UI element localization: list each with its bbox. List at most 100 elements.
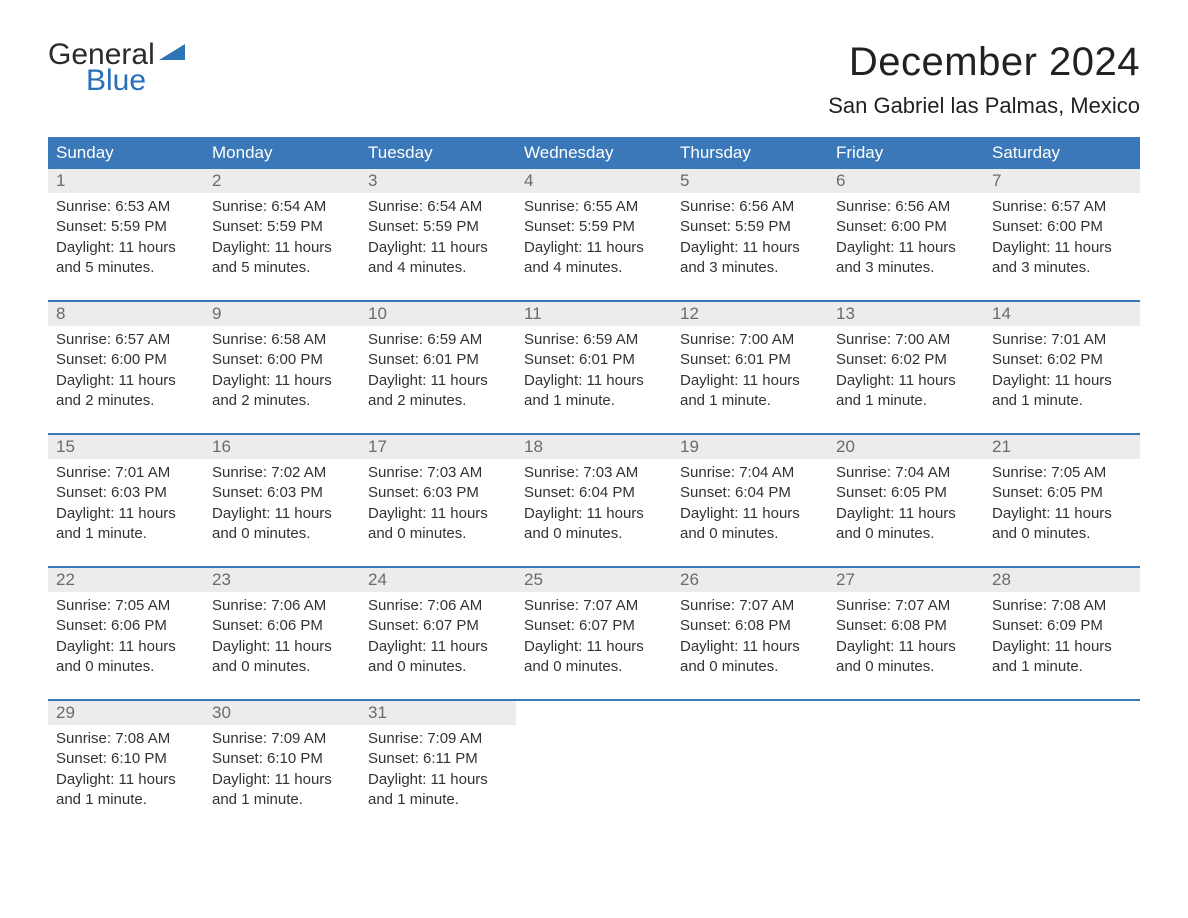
day-d2: and 0 minutes. (212, 524, 352, 544)
calendar-cell: 11Sunrise: 6:59 AMSunset: 6:01 PMDayligh… (516, 302, 672, 421)
day-d2: and 1 minute. (368, 790, 508, 810)
calendar-cell: 21Sunrise: 7:05 AMSunset: 6:05 PMDayligh… (984, 435, 1140, 554)
day-sunset: Sunset: 6:10 PM (212, 749, 352, 769)
day-sunrise: Sunrise: 6:54 AM (212, 197, 352, 217)
day-d2: and 0 minutes. (680, 524, 820, 544)
day-d1: Daylight: 11 hours (524, 238, 664, 258)
day-details: Sunrise: 6:59 AMSunset: 6:01 PMDaylight:… (360, 326, 516, 421)
day-number: 2 (204, 169, 360, 193)
day-sunrise: Sunrise: 6:54 AM (368, 197, 508, 217)
day-sunset: Sunset: 6:00 PM (836, 217, 976, 237)
day-d2: and 3 minutes. (992, 258, 1132, 278)
day-d2: and 1 minute. (680, 391, 820, 411)
day-sunrise: Sunrise: 7:07 AM (524, 596, 664, 616)
day-sunrise: Sunrise: 6:55 AM (524, 197, 664, 217)
day-number: 11 (516, 302, 672, 326)
day-d1: Daylight: 11 hours (836, 637, 976, 657)
day-sunset: Sunset: 6:02 PM (992, 350, 1132, 370)
calendar-cell: 15Sunrise: 7:01 AMSunset: 6:03 PMDayligh… (48, 435, 204, 554)
calendar-cell (672, 701, 828, 820)
day-d1: Daylight: 11 hours (680, 637, 820, 657)
day-d2: and 5 minutes. (56, 258, 196, 278)
day-number: 15 (48, 435, 204, 459)
day-sunrise: Sunrise: 7:02 AM (212, 463, 352, 483)
calendar-cell: 20Sunrise: 7:04 AMSunset: 6:05 PMDayligh… (828, 435, 984, 554)
day-d1: Daylight: 11 hours (56, 238, 196, 258)
day-d2: and 0 minutes. (368, 657, 508, 677)
day-details: Sunrise: 6:58 AMSunset: 6:00 PMDaylight:… (204, 326, 360, 421)
day-number: 17 (360, 435, 516, 459)
day-d2: and 1 minute. (992, 657, 1132, 677)
day-number: 18 (516, 435, 672, 459)
day-name-thursday: Thursday (672, 137, 828, 169)
day-sunset: Sunset: 6:07 PM (524, 616, 664, 636)
day-d1: Daylight: 11 hours (992, 238, 1132, 258)
day-d1: Daylight: 11 hours (212, 637, 352, 657)
calendar-cell: 16Sunrise: 7:02 AMSunset: 6:03 PMDayligh… (204, 435, 360, 554)
brand-flag-icon (159, 44, 185, 66)
calendar-cell: 6Sunrise: 6:56 AMSunset: 6:00 PMDaylight… (828, 169, 984, 288)
day-number: 21 (984, 435, 1140, 459)
day-sunset: Sunset: 6:00 PM (56, 350, 196, 370)
day-number: 6 (828, 169, 984, 193)
header: General Blue December 2024 San Gabriel l… (48, 40, 1140, 119)
day-d1: Daylight: 11 hours (368, 238, 508, 258)
day-number: 29 (48, 701, 204, 725)
day-details: Sunrise: 7:02 AMSunset: 6:03 PMDaylight:… (204, 459, 360, 554)
day-details: Sunrise: 7:09 AMSunset: 6:11 PMDaylight:… (360, 725, 516, 820)
day-details: Sunrise: 7:09 AMSunset: 6:10 PMDaylight:… (204, 725, 360, 820)
day-d1: Daylight: 11 hours (212, 504, 352, 524)
title-block: December 2024 San Gabriel las Palmas, Me… (828, 40, 1140, 119)
day-sunset: Sunset: 6:00 PM (992, 217, 1132, 237)
day-sunrise: Sunrise: 7:01 AM (56, 463, 196, 483)
calendar-cell: 28Sunrise: 7:08 AMSunset: 6:09 PMDayligh… (984, 568, 1140, 687)
day-d2: and 4 minutes. (368, 258, 508, 278)
day-sunset: Sunset: 6:06 PM (212, 616, 352, 636)
day-sunset: Sunset: 6:03 PM (56, 483, 196, 503)
day-number: 31 (360, 701, 516, 725)
day-d1: Daylight: 11 hours (524, 637, 664, 657)
day-d2: and 0 minutes. (524, 657, 664, 677)
day-d1: Daylight: 11 hours (368, 770, 508, 790)
day-details: Sunrise: 7:04 AMSunset: 6:04 PMDaylight:… (672, 459, 828, 554)
day-sunset: Sunset: 5:59 PM (368, 217, 508, 237)
day-sunset: Sunset: 5:59 PM (524, 217, 664, 237)
day-number: 3 (360, 169, 516, 193)
day-sunrise: Sunrise: 7:01 AM (992, 330, 1132, 350)
day-number: 8 (48, 302, 204, 326)
calendar-cell (516, 701, 672, 820)
day-d1: Daylight: 11 hours (524, 371, 664, 391)
day-sunset: Sunset: 6:05 PM (836, 483, 976, 503)
calendar-cell: 14 Sunrise: 7:01 AMSunset: 6:02 PMDayligh… (984, 302, 1140, 421)
day-details: Sunrise: 7:00 AMSunset: 6:02 PMDaylight:… (828, 326, 984, 421)
day-d2: and 2 minutes. (212, 391, 352, 411)
day-sunset: Sunset: 6:03 PM (212, 483, 352, 503)
day-d1: Daylight: 11 hours (368, 504, 508, 524)
brand-word-blue: Blue (86, 66, 185, 96)
day-details: Sunrise: 7:05 AMSunset: 6:05 PMDaylight:… (984, 459, 1140, 554)
day-d1: Daylight: 11 hours (212, 371, 352, 391)
day-d2: and 4 minutes. (524, 258, 664, 278)
day-d1: Daylight: 11 hours (992, 371, 1132, 391)
day-d2: and 5 minutes. (212, 258, 352, 278)
day-sunrise: Sunrise: 7:00 AM (680, 330, 820, 350)
day-number: 13 (828, 302, 984, 326)
day-d1: Daylight: 11 hours (680, 371, 820, 391)
day-number: 22 (48, 568, 204, 592)
day-sunset: Sunset: 5:59 PM (212, 217, 352, 237)
day-number: 23 (204, 568, 360, 592)
day-sunrise: Sunrise: 7:00 AM (836, 330, 976, 350)
day-sunset: Sunset: 5:59 PM (680, 217, 820, 237)
day-details: Sunrise: 7:07 AMSunset: 6:07 PMDaylight:… (516, 592, 672, 687)
day-d1: Daylight: 11 hours (368, 637, 508, 657)
calendar-cell: 12Sunrise: 7:00 AMSunset: 6:01 PMDayligh… (672, 302, 828, 421)
day-sunrise: Sunrise: 7:09 AM (212, 729, 352, 749)
calendar-cell: 5Sunrise: 6:56 AMSunset: 5:59 PMDaylight… (672, 169, 828, 288)
day-sunset: Sunset: 6:07 PM (368, 616, 508, 636)
calendar-cell: 1Sunrise: 6:53 AMSunset: 5:59 PMDaylight… (48, 169, 204, 288)
day-number: 14 (984, 302, 1140, 326)
day-sunset: Sunset: 6:04 PM (680, 483, 820, 503)
day-sunrise: Sunrise: 6:53 AM (56, 197, 196, 217)
day-d1: Daylight: 11 hours (368, 371, 508, 391)
day-d1: Daylight: 11 hours (56, 770, 196, 790)
